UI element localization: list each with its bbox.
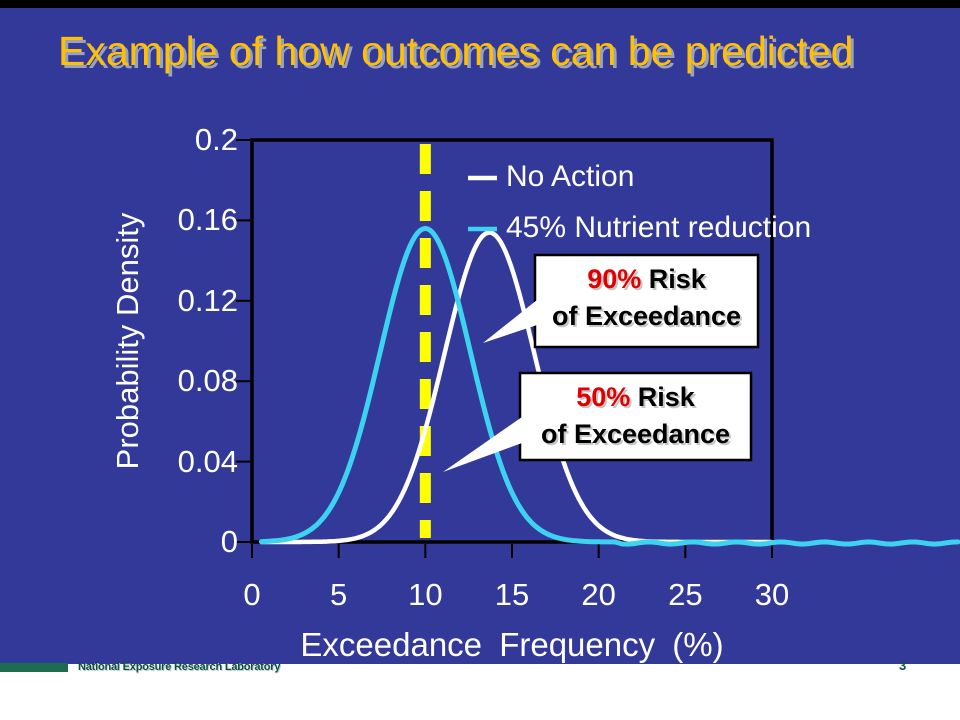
slide-number: 3 bbox=[899, 658, 907, 673]
callout-50-line2: of Exceedance bbox=[540, 419, 731, 449]
x-tick-label: 30 bbox=[754, 577, 790, 612]
callout-pointer-90 bbox=[483, 300, 537, 343]
slide-title: Example of how outcomes can be predicted bbox=[58, 28, 854, 74]
top-border-bar bbox=[0, 0, 960, 8]
callout-90-line2: of Exceedance bbox=[551, 301, 742, 331]
callout-90-risk: 90% Risk of Exceedance bbox=[535, 261, 758, 335]
nutrient-reduction-curve bbox=[259, 225, 960, 547]
y-tick-label: 0.04 bbox=[177, 443, 238, 479]
callout-box-50 bbox=[518, 371, 753, 462]
plot-border bbox=[250, 138, 774, 544]
callout-box-90 bbox=[533, 253, 760, 349]
callout-50-risk-word: Risk bbox=[637, 382, 695, 412]
x-tick-label: 0 bbox=[243, 577, 261, 612]
callout-50-percent: 50% bbox=[576, 382, 631, 412]
x-tick-label: 10 bbox=[408, 577, 443, 612]
y-tick-label: 0.12 bbox=[177, 282, 238, 318]
callout-90-line1: 90% Risk bbox=[535, 261, 758, 298]
callout-pointer-50 bbox=[443, 417, 522, 472]
callout-90-risk-word: Risk bbox=[648, 264, 706, 294]
x-tick-label: 20 bbox=[581, 577, 616, 612]
callout-90-percent: 90% bbox=[587, 264, 642, 294]
x-tick-label: 25 bbox=[668, 577, 703, 612]
slide-background bbox=[0, 8, 960, 664]
footer-green-bar bbox=[0, 663, 68, 672]
y-axis-title: Probability Density bbox=[110, 212, 145, 470]
y-tick-label: 0.2 bbox=[194, 122, 238, 157]
callout-50-line1: 50% Risk bbox=[520, 379, 751, 416]
y-tick-label: 0 bbox=[220, 524, 238, 559]
legend-label-nutrient-reduction: 45% Nutrient reduction bbox=[506, 211, 812, 244]
x-tick-label: 5 bbox=[330, 577, 348, 612]
y-tick-label: 0.16 bbox=[177, 202, 238, 238]
y-tick-label: 0.08 bbox=[177, 363, 238, 399]
footer-text: National Exposure Research Laboratory bbox=[78, 661, 281, 673]
legend-label-no-action: No Action bbox=[506, 160, 635, 193]
x-tick-label: 15 bbox=[494, 577, 530, 612]
x-axis-title: Exceedance Frequency (%) bbox=[300, 626, 724, 663]
callout-50-risk: 50% Risk of Exceedance bbox=[520, 379, 751, 453]
